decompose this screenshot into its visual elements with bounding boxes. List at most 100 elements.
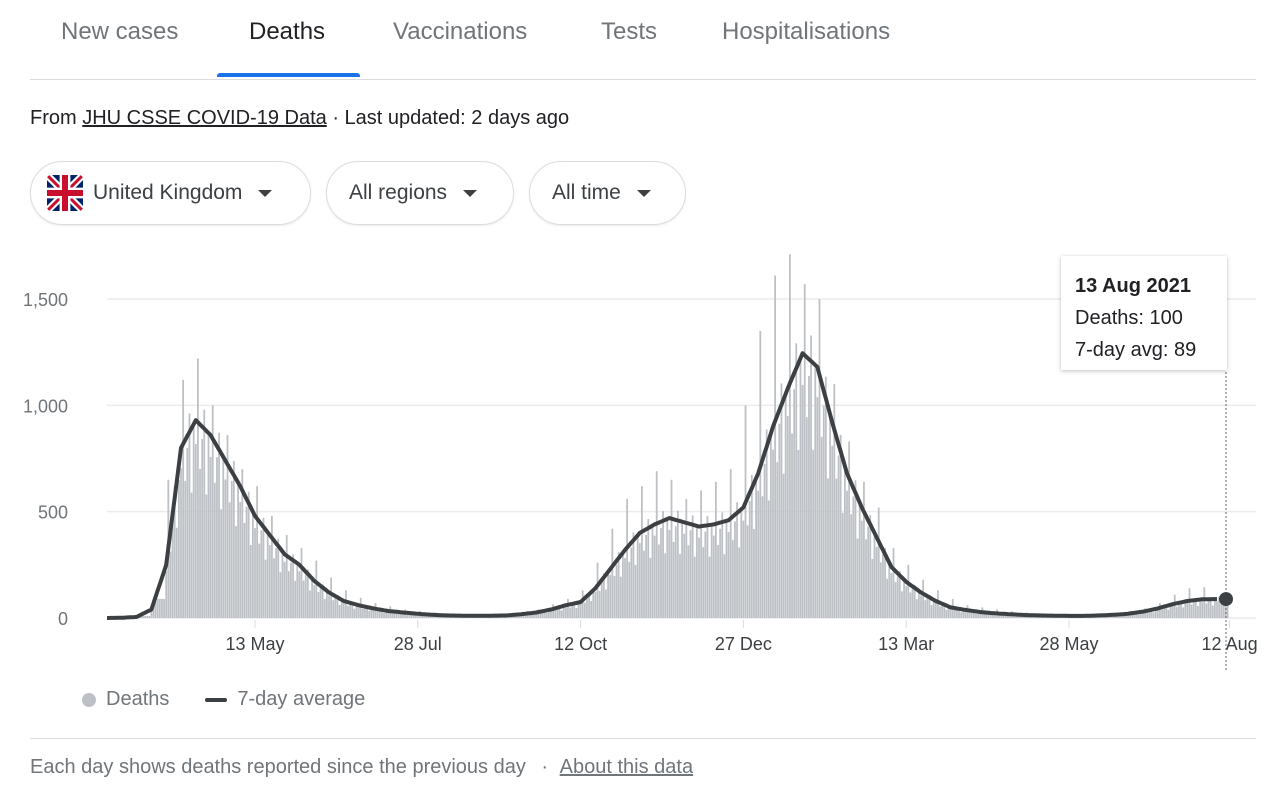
deaths-bar <box>199 468 201 618</box>
deaths-bar <box>161 598 163 618</box>
deaths-bar <box>321 584 324 618</box>
country-dropdown[interactable]: United Kingdom <box>30 161 311 225</box>
deaths-bar <box>598 590 601 618</box>
about-data-link[interactable]: About this data <box>559 756 694 778</box>
deaths-bar <box>782 473 785 618</box>
deaths-bar <box>226 435 229 618</box>
deaths-bar <box>579 603 582 618</box>
deaths-bar <box>651 526 654 618</box>
deaths-bar <box>789 254 791 618</box>
deaths-bar <box>937 590 939 618</box>
deaths-bar <box>964 610 967 618</box>
deaths-bar <box>516 615 519 618</box>
deaths-bar <box>886 578 889 618</box>
deaths-bar <box>1205 603 1208 618</box>
deaths-bar <box>947 606 950 618</box>
deaths-bar <box>355 604 358 618</box>
deaths-bar <box>586 597 588 618</box>
region-dropdown[interactable]: All regions <box>326 161 514 225</box>
deaths-bar <box>1167 609 1170 618</box>
time-range-dropdown[interactable]: All time <box>529 161 686 225</box>
deaths-bar <box>383 612 385 618</box>
deaths-bar <box>577 602 580 618</box>
deaths-bar <box>275 548 278 618</box>
deaths-bar <box>1173 594 1176 618</box>
deaths-bar <box>1169 604 1172 618</box>
deaths-bar <box>306 569 309 618</box>
deaths-bar <box>831 445 834 618</box>
source-link[interactable]: JHU CSSE COVID-19 Data <box>82 107 327 129</box>
deaths-bar <box>260 530 263 618</box>
deaths-bar <box>647 519 650 618</box>
deaths-bar <box>298 571 301 618</box>
deaths-bar <box>873 533 876 618</box>
deaths-bar <box>1209 597 1212 618</box>
deaths-bar <box>243 523 246 618</box>
deaths-bar <box>799 360 802 618</box>
tab-new-cases[interactable]: New cases <box>61 18 179 45</box>
deaths-bar <box>882 554 884 618</box>
x-tick-label: 12 Oct <box>554 634 607 654</box>
deaths-bar <box>309 590 311 618</box>
deaths-bar <box>797 449 800 618</box>
deaths-bar <box>558 605 561 618</box>
tab-vaccinations[interactable]: Vaccinations <box>393 18 528 45</box>
deaths-bar <box>1186 603 1189 618</box>
deaths-bar <box>814 367 817 618</box>
deaths-bar <box>163 598 165 618</box>
deaths-bar <box>241 469 244 618</box>
tooltip-deaths: Deaths: 100 <box>1075 307 1183 329</box>
deaths-bar <box>1019 615 1022 618</box>
deaths-bar <box>177 479 180 618</box>
deaths-bar <box>854 480 857 618</box>
deaths-bar <box>1211 605 1214 618</box>
deaths-bar <box>926 597 929 618</box>
hover-point <box>1219 592 1233 607</box>
deaths-bar <box>1203 587 1206 618</box>
deaths-bar <box>744 405 747 618</box>
legend-avg: 7-day average <box>237 688 366 710</box>
deaths-bar <box>592 590 595 618</box>
tab-deaths[interactable]: Deaths <box>249 18 326 45</box>
deaths-bar <box>224 479 227 618</box>
deaths-bar <box>539 613 542 618</box>
deaths-bar <box>786 415 789 618</box>
deaths-bar <box>1004 615 1007 618</box>
deaths-bar <box>197 358 199 618</box>
deaths-bar <box>994 613 996 618</box>
deaths-bar <box>934 603 937 618</box>
deaths-bar <box>391 612 394 618</box>
deaths-bar <box>380 609 383 618</box>
deaths-bar <box>171 521 174 618</box>
deaths-bar <box>668 530 671 618</box>
deaths-bar <box>1013 615 1015 618</box>
deaths-bar <box>338 605 341 618</box>
deaths-bar <box>258 543 261 618</box>
deaths-bar <box>683 533 686 618</box>
deaths-bar <box>774 275 777 618</box>
deaths-bar <box>704 531 707 618</box>
deaths-bar <box>803 284 806 618</box>
deaths-bar <box>763 464 766 618</box>
deaths-bar <box>894 581 897 618</box>
deaths-bar <box>1156 609 1159 618</box>
tab-tests[interactable]: Tests <box>601 18 658 45</box>
country-label: United Kingdom <box>93 181 243 204</box>
deaths-bar <box>345 590 347 618</box>
deaths-bar <box>829 416 831 618</box>
deaths-bar <box>357 606 360 618</box>
deaths-bar <box>596 562 599 618</box>
deaths-bar <box>547 609 550 618</box>
deaths-bar <box>573 601 576 618</box>
deaths-bar <box>911 588 914 618</box>
deaths-bar <box>928 595 931 618</box>
deaths-bar <box>613 576 616 618</box>
deaths-bar <box>150 610 153 618</box>
deaths-bar <box>662 511 664 618</box>
deaths-bar <box>361 608 364 618</box>
deaths-bar <box>985 612 988 618</box>
deaths-bar <box>657 544 660 618</box>
deaths-bar <box>416 614 419 618</box>
tab-hospitalisations[interactable]: Hospitalisations <box>722 18 891 45</box>
